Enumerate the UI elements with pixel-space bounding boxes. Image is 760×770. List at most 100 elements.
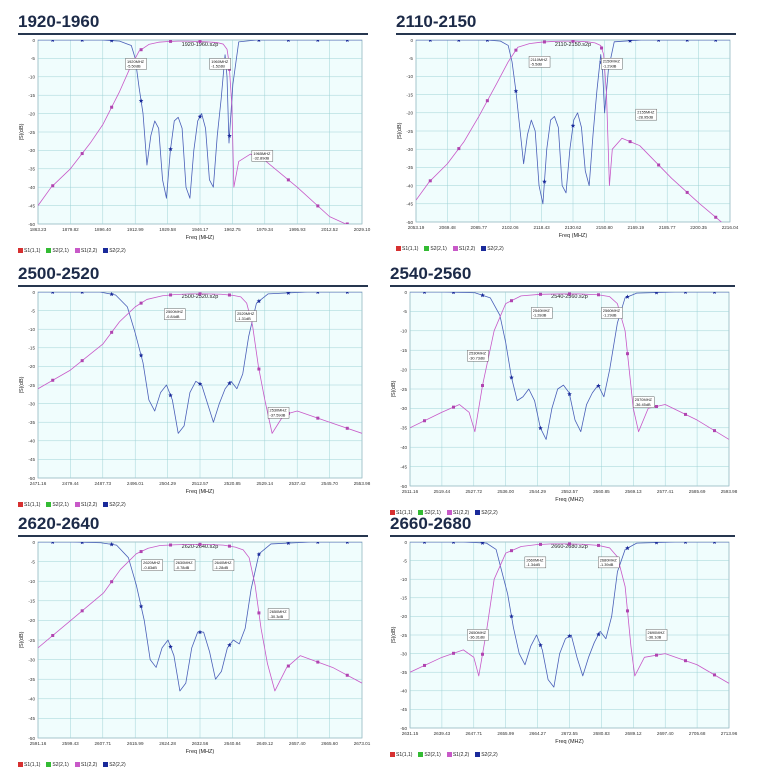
x-tick-label: 1863.23 [30, 227, 47, 232]
legend-label: S2(2,1) [52, 248, 69, 254]
data-point [110, 105, 114, 109]
data-point [198, 40, 202, 44]
x-tick-label: 2631.15 [402, 731, 419, 736]
chart-legend: S1(1,1) S2(2,1) S1(2,2) S2(2,2) [396, 246, 510, 252]
data-point [452, 542, 455, 544]
y-tick-label: -35 [400, 426, 407, 431]
data-point [600, 46, 604, 50]
legend-swatch [74, 248, 80, 254]
annotation-value: -0.83dB [143, 565, 157, 570]
legend-swatch [46, 502, 52, 508]
marker-annotation: 1960MHZ-1.52dB [209, 58, 231, 70]
y-tick-label: -20 [400, 614, 407, 619]
legend-swatch [475, 510, 481, 516]
data-point [197, 381, 203, 386]
data-point [714, 40, 718, 42]
data-point [109, 542, 114, 547]
legend-swatch [424, 246, 430, 252]
legend-label: S1(2,2) [80, 762, 98, 768]
x-tick-label: 2552.57 [561, 489, 578, 494]
marker-annotation: 2520MHZ-1.31dB [235, 310, 257, 322]
x-tick-label: 2632.56 [192, 741, 209, 746]
y-tick-label: -15 [28, 93, 35, 98]
y-tick-label: -15 [400, 596, 407, 601]
y-tick-label: -30 [406, 147, 413, 152]
legend-swatch [18, 502, 23, 508]
data-point [169, 543, 173, 547]
x-tick-label: 2585.69 [689, 489, 706, 494]
series-line [38, 292, 362, 434]
marker-annotation: 2500MHZ-0.84dB [164, 308, 186, 320]
data-point [257, 40, 261, 42]
x-tick-label: 2512.57 [192, 481, 209, 486]
series-line [410, 542, 729, 688]
x-tick-label: 2673.01 [354, 741, 371, 746]
y-tick-label: -5 [403, 558, 408, 563]
x-tick-label: 2511.16 [402, 489, 419, 494]
data-point [538, 642, 543, 648]
x-tick-label: 2569.13 [625, 489, 642, 494]
marker-annotation: 2630MHZ-0.78dB [173, 559, 196, 571]
annotation-value: -37.59dB [270, 413, 286, 418]
y-tick-label: -30 [28, 657, 35, 662]
x-tick-label: 2102.06 [502, 225, 519, 230]
annotation-value: -5.5dB [531, 62, 543, 67]
y-tick-label: -50 [400, 484, 407, 489]
legend-s12: S1(2,2) [74, 248, 97, 254]
data-point [51, 40, 55, 42]
data-point [138, 353, 144, 358]
panel-title: 2660-2680 [390, 514, 472, 533]
data-point [51, 633, 55, 637]
data-point [80, 359, 84, 363]
chart-title: 2620-2640.s2p [182, 544, 219, 550]
y-tick-label: -5 [409, 56, 414, 61]
data-point [197, 629, 203, 635]
data-point [169, 40, 173, 43]
data-point [316, 40, 320, 42]
x-axis-label: Freq (MHZ) [186, 489, 215, 495]
annotation-box [212, 559, 235, 571]
y-tick-label: -50 [28, 736, 35, 741]
data-point [597, 543, 600, 547]
data-point [198, 292, 202, 296]
x-tick-label: 2053.19 [408, 225, 425, 230]
data-point [655, 653, 658, 657]
legend-s11: S1(1,1) [18, 502, 40, 508]
x-tick-label: 2544.29 [529, 489, 546, 494]
x-tick-label: 2607.71 [94, 741, 111, 746]
annotation-value: -1.28dB [533, 313, 547, 318]
data-point [110, 580, 114, 584]
y-tick-label: -35 [400, 670, 407, 675]
x-tick-label: 2689.12 [625, 731, 642, 736]
data-point [227, 544, 231, 548]
annotation-value: -30.3dB [270, 614, 284, 619]
y-tick-label: 0 [404, 290, 407, 295]
legend-swatch [418, 752, 424, 758]
data-point [542, 40, 546, 44]
y-tick-label: -20 [406, 111, 413, 116]
y-tick-label: -35 [406, 165, 413, 170]
legend-s11: S1(1,1) [390, 510, 412, 516]
y-tick-label: 0 [404, 540, 407, 545]
legend-label: S2(2,1) [52, 502, 69, 508]
legend-s12: S1(2,2) [446, 752, 469, 758]
x-tick-label: 2069.48 [439, 225, 456, 230]
marker-annotation: 2640MHZ-1.28dB [212, 559, 235, 571]
x-axis-label: Freq (MHZ) [555, 497, 584, 503]
y-tick-label: -10 [400, 329, 407, 334]
marker-annotation: 2110MHZ-5.5dB [528, 56, 551, 68]
title-underline [390, 285, 735, 287]
data-point [571, 40, 575, 43]
data-point [256, 298, 262, 304]
annotation-frequency: 2560MHZ [603, 308, 621, 313]
legend-s12: S1(2,2) [452, 246, 475, 252]
y-tick-label: -10 [28, 579, 35, 584]
chart-legend: S1(1,1) S2(2,1) S1(2,2) S2(2,2) [390, 752, 504, 758]
chart-legend: S1(1,1) S2(2,1) S1(2,2) S2(2,2) [18, 502, 132, 508]
x-tick-label: 1912.99 [127, 227, 144, 232]
data-point [626, 609, 629, 613]
data-point [713, 673, 716, 677]
data-point [625, 545, 630, 551]
